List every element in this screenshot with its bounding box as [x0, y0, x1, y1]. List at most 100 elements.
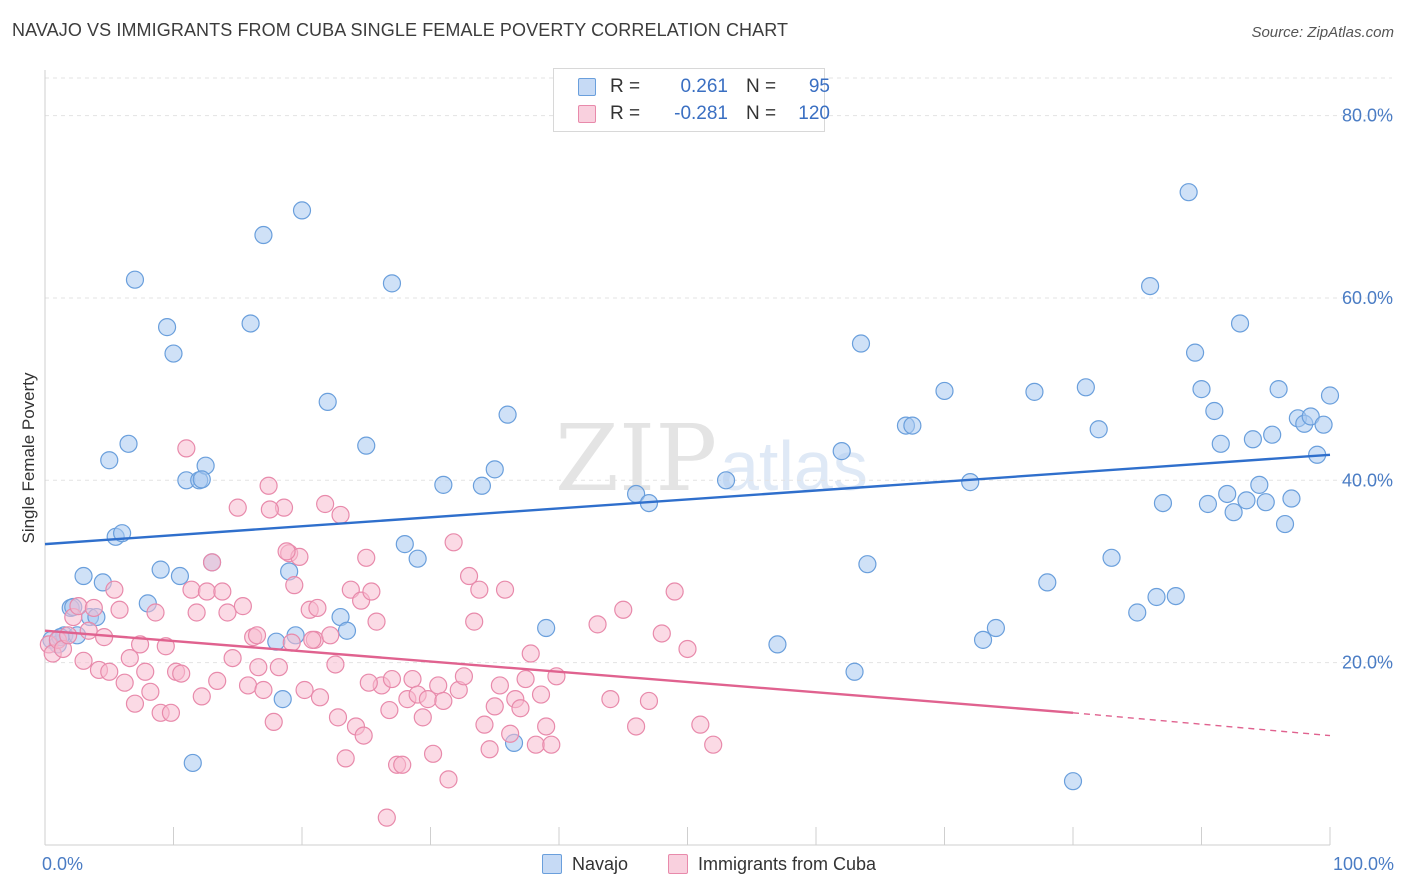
navajo-point: [1076, 378, 1095, 397]
cuba-point: [542, 735, 561, 754]
cuba-point: [521, 644, 540, 663]
cuba-point: [413, 708, 432, 727]
legend-r-value: -0.281: [674, 103, 728, 124]
navajo-point: [1063, 772, 1083, 791]
navajo-point: [485, 460, 504, 479]
cuba-point: [470, 580, 489, 599]
cuba-point: [208, 671, 227, 690]
cuba-point: [331, 505, 350, 525]
cuba-point: [110, 600, 129, 619]
cuba-point: [454, 667, 474, 686]
navajo-point: [845, 662, 864, 681]
cuba-point: [182, 580, 201, 599]
bottom-legend-label: Navajo: [572, 853, 629, 874]
cuba-point: [161, 703, 181, 722]
navajo-point: [157, 318, 177, 337]
cuba-point: [336, 749, 355, 768]
navajo-point: [1237, 491, 1256, 510]
cuba-point: [84, 598, 103, 618]
cuba-point: [516, 669, 535, 689]
legend-n-value: 120: [798, 103, 830, 124]
cuba-point: [260, 500, 279, 519]
cuba-point: [105, 580, 124, 599]
trend-lines: [44, 453, 1331, 737]
navajo-point: [1243, 430, 1263, 449]
source-label: Source: ZipAtlas.com: [1251, 24, 1394, 41]
cuba-point: [141, 682, 160, 701]
cuba-point: [531, 685, 551, 704]
navajo-point: [318, 392, 337, 411]
navajo-point: [537, 618, 556, 638]
tick-labels: 20.0% 40.0% 60.0% 80.0% 0.0% 100.0%: [42, 106, 1394, 874]
cuba-point: [79, 621, 98, 640]
cuba-point: [192, 687, 211, 706]
cuba-trend-extension: [1072, 712, 1331, 737]
cuba-point: [367, 612, 386, 631]
navajo-point: [1198, 494, 1218, 514]
navajo-point: [151, 560, 170, 579]
navajo-point: [170, 566, 190, 586]
cuba-point: [130, 635, 150, 654]
cuba-point: [485, 697, 504, 716]
cuba-point: [316, 494, 335, 514]
navajo-point: [1218, 484, 1237, 504]
navajo-point: [1320, 386, 1340, 405]
cuba-point: [439, 770, 458, 789]
legend-r-label: R =: [610, 103, 641, 124]
cuba-point: [501, 724, 520, 743]
navajo-point: [498, 405, 517, 424]
cuba-point: [429, 676, 448, 695]
legend-r-label: R =: [610, 76, 641, 97]
navajo-point: [125, 270, 145, 289]
cuba-point: [136, 662, 155, 681]
cuba-point: [403, 669, 422, 689]
cuba-point: [59, 626, 78, 645]
cuba-point: [218, 603, 237, 622]
bottom-legend-cuba: Immigrants from Cuba: [668, 852, 876, 876]
cuba-point: [303, 630, 322, 649]
cuba-point: [362, 582, 381, 601]
bottom-swatch-cuba: [668, 854, 688, 874]
cuba-point: [187, 603, 206, 622]
navajo-point: [1211, 434, 1230, 453]
navajo-point: [292, 201, 312, 220]
cuba-point: [393, 755, 412, 774]
cuba-point: [652, 624, 671, 643]
navajo-point: [1314, 415, 1333, 434]
cuba-point: [465, 612, 484, 631]
navajo-point: [1153, 493, 1173, 513]
cuba-point: [480, 740, 499, 759]
navajo-point: [858, 555, 877, 574]
navajo-point: [1205, 401, 1224, 421]
navajo-point: [1250, 475, 1269, 494]
navajo-point: [164, 344, 183, 363]
cuba-point: [588, 615, 607, 634]
cuba-point: [115, 673, 134, 692]
cuba-point: [526, 735, 545, 754]
navajo-point: [768, 635, 787, 654]
navajo-point: [961, 473, 980, 492]
navajo-point: [119, 434, 138, 453]
x-tick-label: 0.0%: [42, 854, 83, 874]
grid-lines: [45, 77, 1392, 664]
cuba-point: [120, 648, 139, 668]
legend-swatch-cuba: [578, 105, 596, 123]
cuba-point: [69, 597, 88, 616]
cuba-point: [310, 688, 330, 707]
data-points: [39, 183, 1340, 827]
navajo-point: [357, 436, 376, 455]
navajo-point: [382, 274, 402, 293]
cuba-point: [357, 548, 376, 567]
cuba-point: [238, 676, 258, 695]
cuba-point: [380, 700, 399, 720]
navajo-point: [472, 476, 491, 495]
watermark: ZIP atlas: [555, 405, 868, 512]
cuba-point: [423, 744, 443, 763]
bottom-legend-navajo: Navajo: [542, 852, 628, 876]
cuba-point: [511, 699, 530, 718]
navajo-point: [408, 549, 427, 568]
cuba-point: [308, 598, 327, 618]
y-tick-label: 20.0%: [1342, 653, 1393, 673]
navajo-point: [1224, 503, 1243, 522]
navajo-point: [1128, 603, 1147, 622]
